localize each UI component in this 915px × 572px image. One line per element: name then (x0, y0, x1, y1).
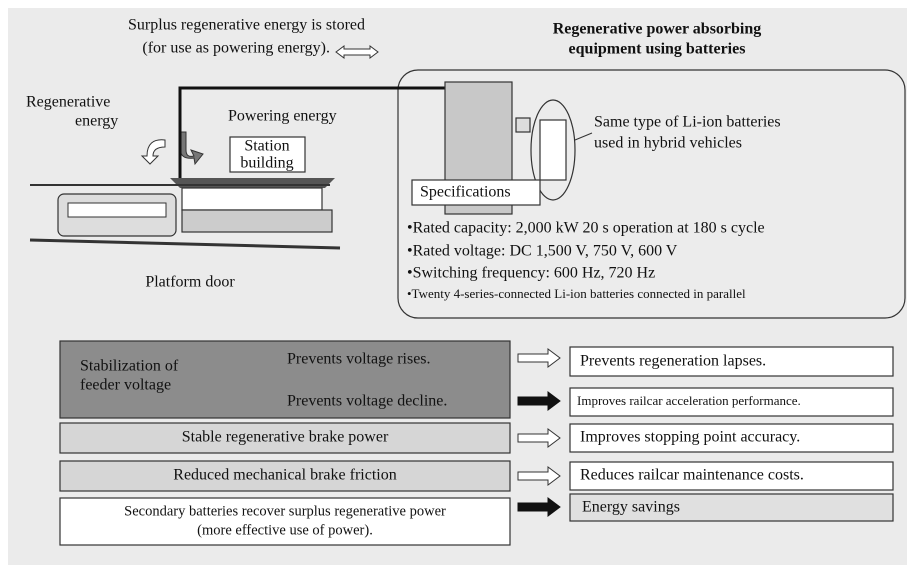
roof (170, 178, 335, 188)
train-windows (67, 202, 167, 218)
outcome-box (569, 423, 894, 453)
spec: •Rated capacity: 2,000 kW 20 s operation… (407, 220, 765, 237)
battery (539, 119, 567, 181)
effect-label: Stabilization of (80, 358, 179, 375)
open-arrow (517, 348, 561, 368)
surplus-text: (for use as powering energy). (142, 40, 330, 57)
feeder-line (178, 86, 462, 183)
spec: •Twenty 4-series-connected Li-ion batter… (407, 286, 746, 301)
regenerative-text: energy (75, 113, 118, 130)
outcome-box (569, 387, 894, 417)
outcome-box (569, 461, 894, 491)
cause: Prevents voltage decline. (287, 393, 447, 410)
cause: Prevents voltage rises. (287, 351, 431, 368)
spec: •Rated voltage: DC 1,500 V, 750 V, 600 V (407, 243, 678, 260)
effect-label: Reduced mechanical brake friction (173, 467, 396, 484)
title: Regenerative power absorbing (553, 21, 762, 38)
outcome: Energy savings (582, 499, 680, 516)
outcome: Reduces railcar maintenance costs. (580, 467, 804, 484)
outcome-box (569, 493, 894, 522)
regenerative-text: Regenerative (26, 94, 110, 111)
title: equipment using batteries (569, 41, 746, 58)
leader (574, 132, 593, 141)
battery-text: used in hybrid vehicles (594, 135, 742, 152)
effect-box (59, 497, 511, 546)
platform-door-text: Platform door (145, 274, 235, 291)
battery-outline (530, 99, 576, 201)
effect-box (59, 422, 511, 454)
regen-arrow (140, 139, 166, 165)
station-box (229, 136, 306, 173)
outcome: Prevents regeneration lapses. (580, 353, 766, 370)
battery-text: Same type of Li-ion batteries (594, 114, 781, 131)
effect-label: Secondary batteries recover surplus rege… (124, 503, 446, 519)
specs-title: Specifications (420, 184, 511, 201)
outcome: Improves stopping point accuracy. (580, 429, 800, 446)
station-text: Station (244, 138, 289, 155)
powering-text: Powering energy (228, 108, 337, 125)
effect-box (59, 460, 511, 492)
rail (29, 238, 341, 250)
platform-screen (181, 187, 323, 211)
outcome-box (569, 346, 894, 377)
specs-box (411, 179, 541, 206)
surplus-text: Surplus regenerative energy is stored (128, 17, 365, 34)
double-arrow (335, 45, 379, 59)
station-text: building (240, 155, 293, 172)
effect-label: feeder voltage (80, 377, 171, 394)
filled-arrow (517, 497, 561, 517)
reactor (515, 117, 531, 133)
effect-box (59, 340, 511, 419)
effect-label: Stable regenerative brake power (182, 429, 389, 446)
open-arrow (517, 428, 561, 448)
outcome: Improves railcar acceleration performanc… (577, 393, 801, 408)
open-arrow (517, 466, 561, 486)
effect-label: (more effective use of power). (197, 522, 373, 538)
spec: •Switching frequency: 600 Hz, 720 Hz (407, 265, 655, 282)
platform (181, 209, 333, 233)
filled-arrow (517, 391, 561, 411)
